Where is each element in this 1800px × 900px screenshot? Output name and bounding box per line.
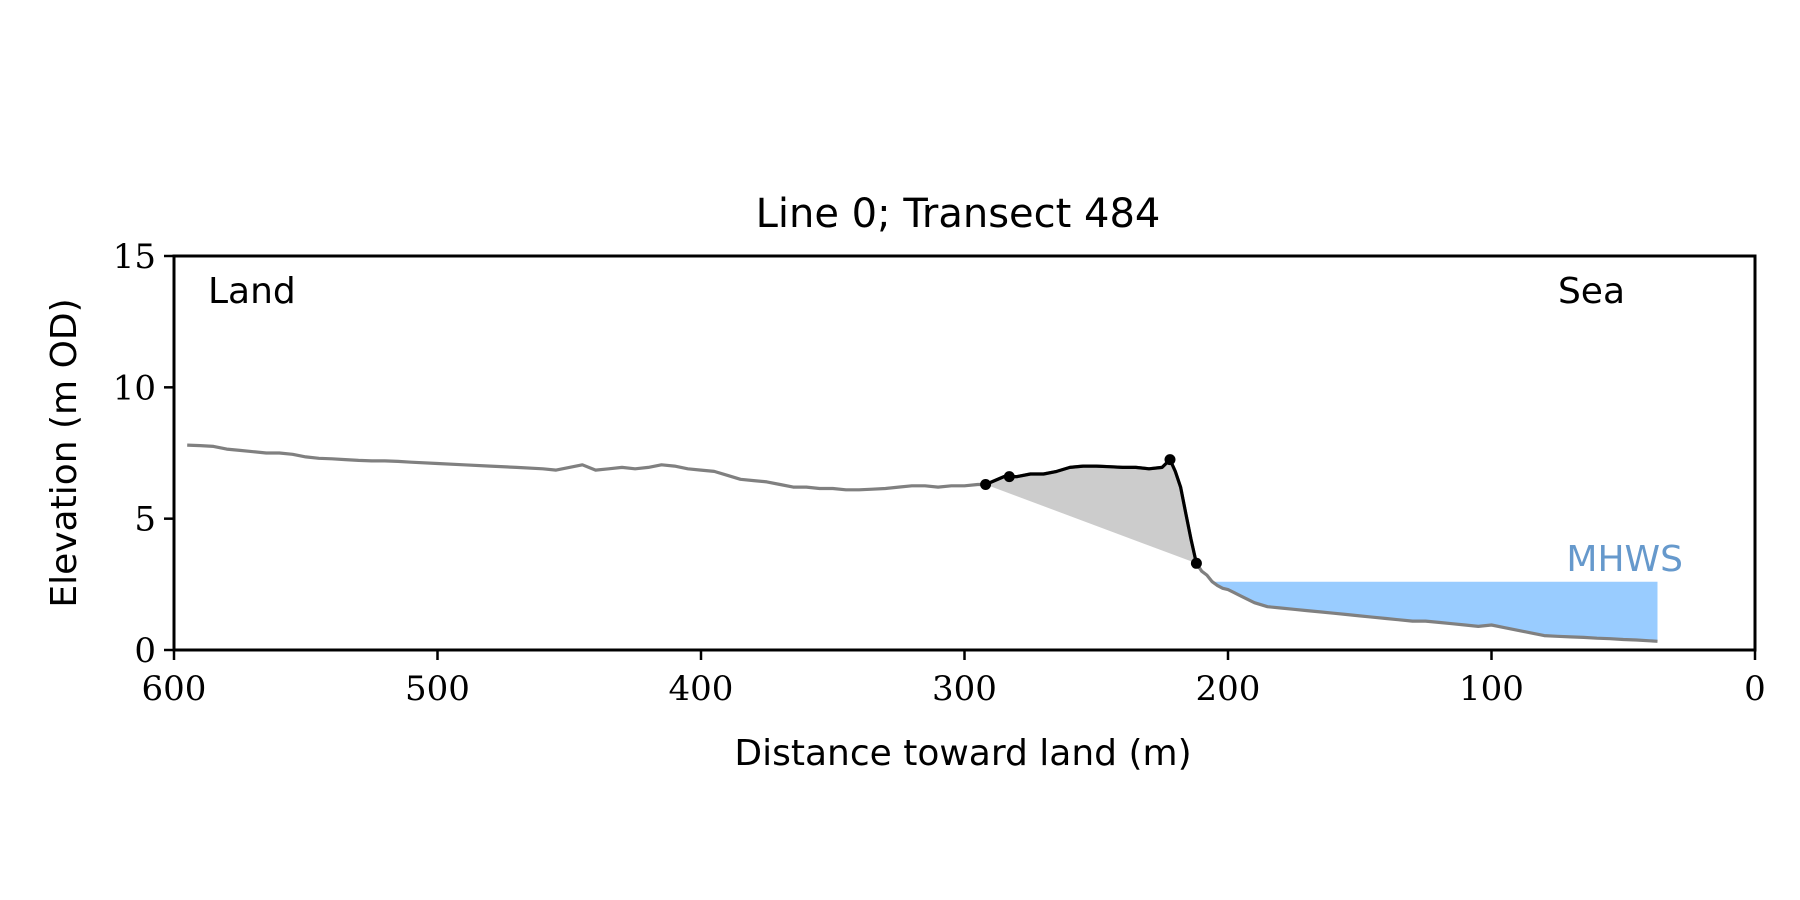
dune-marker-point [1003,471,1015,483]
mhws-water-area [1214,581,1658,642]
y-tick-label: 15 [113,237,156,277]
x-tick-label: 300 [932,669,997,709]
dune-volume-area [985,459,1197,564]
x-tick-label: 200 [1196,669,1261,709]
plot-area [187,443,1658,643]
y-axis-ticks: 0 5 10 15 [113,237,174,671]
dune-marker-point [980,479,992,490]
x-tick-label: 0 [1744,669,1766,709]
dune-marker-point [1190,557,1202,569]
y-tick-label: 5 [134,500,156,540]
series-dune-line [984,458,1198,564]
y-tick-label: 10 [113,368,156,408]
y-tick-label: 0 [134,631,156,671]
chart-title: Line 0; Transect 484 [756,191,1161,237]
x-axis-ticks: 600 500 400 300 200 100 0 [142,650,1766,709]
x-tick-label: 600 [142,669,207,709]
x-tick-label: 500 [405,669,470,709]
annotation-land: Land [208,271,296,312]
dune-markers [980,454,1202,569]
x-tick-label: 100 [1459,669,1524,709]
annotation-mhws: MHWS [1566,539,1683,580]
dune-marker-point [1164,454,1176,466]
annotation-sea: Sea [1558,271,1625,312]
x-axis-label: Distance toward land (m) [734,733,1191,774]
x-tick-label: 400 [669,669,734,709]
y-axis-label: Elevation (m OD) [44,298,85,607]
